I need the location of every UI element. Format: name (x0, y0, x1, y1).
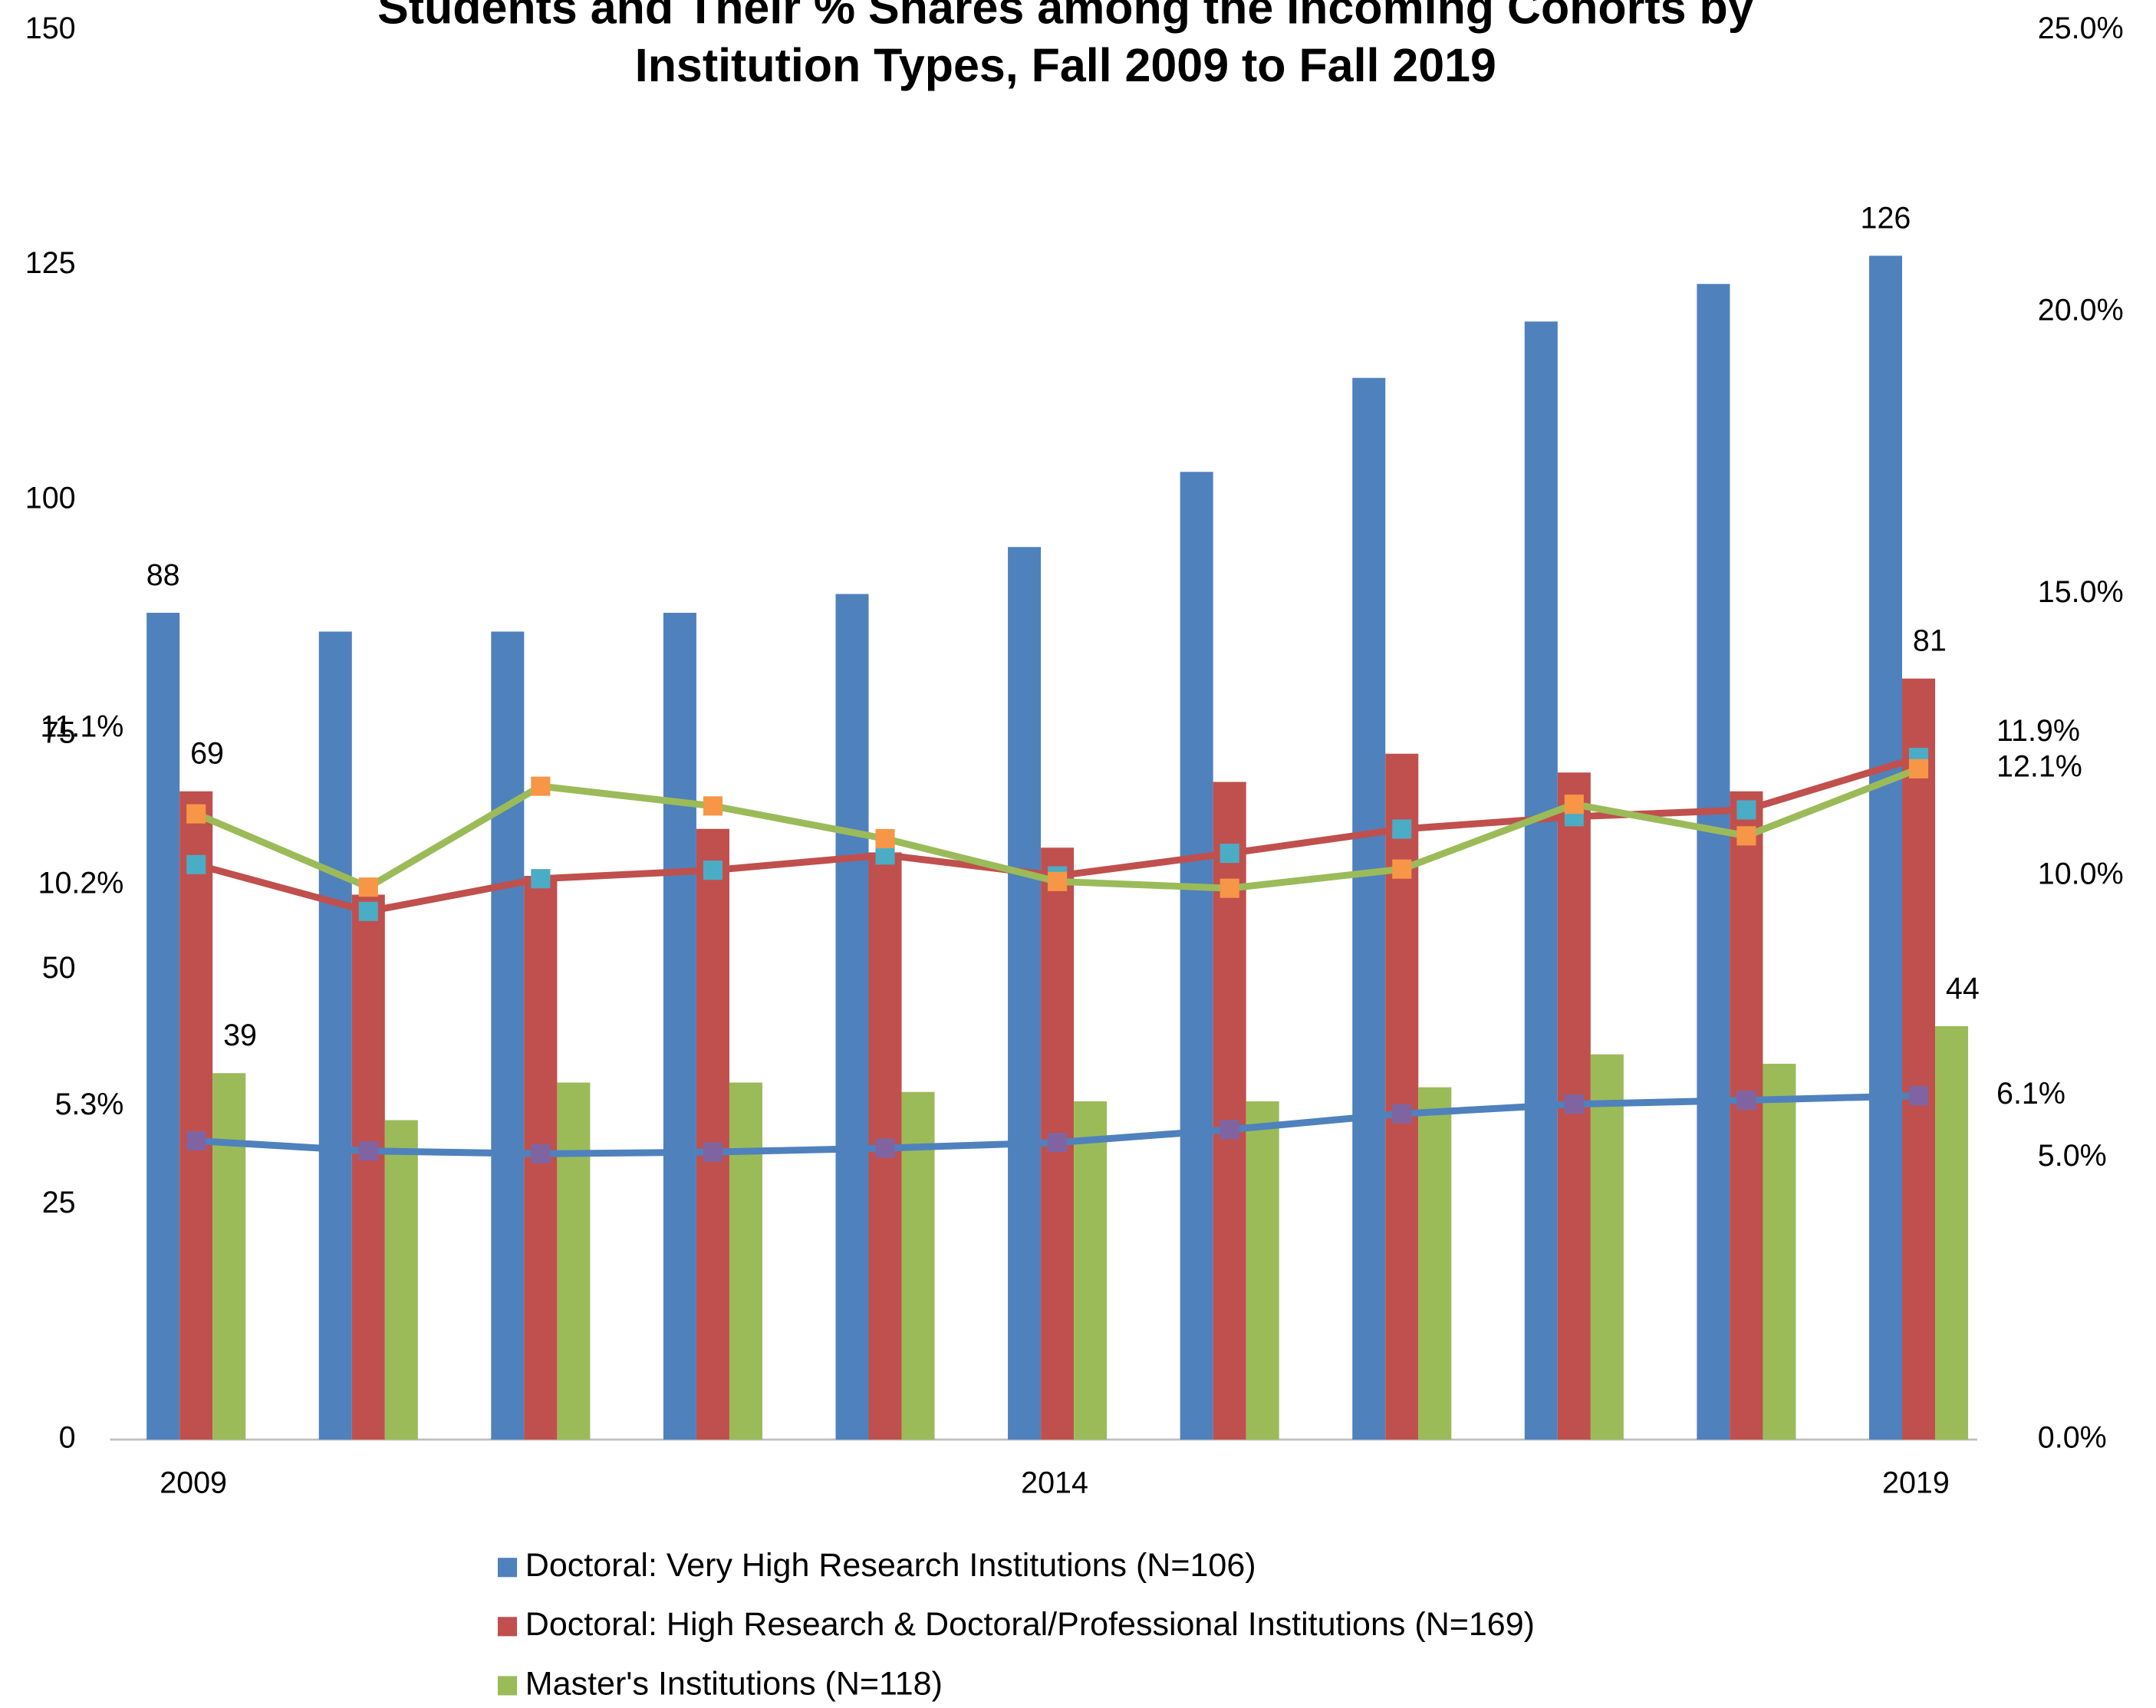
bar (1901, 678, 1936, 1440)
bar (146, 612, 180, 1440)
line-marker (531, 776, 551, 796)
line-marker (1392, 819, 1412, 839)
y-tick-label: 100 (25, 481, 76, 515)
bar (1352, 377, 1386, 1440)
line-marker (1736, 800, 1756, 820)
x-tick-label: 2019 (1882, 1466, 1950, 1500)
line-marker (1908, 1086, 1929, 1106)
legend-swatch (497, 1676, 518, 1696)
y2-tick-label: 10.0% (2038, 857, 2124, 890)
bar (1074, 1101, 1108, 1440)
line-marker (703, 861, 723, 880)
y-tick-label: 0 (59, 1420, 76, 1454)
data-label: 11.9% (1996, 714, 2080, 748)
line-marker (1392, 1104, 1412, 1124)
x-tick-label: 2014 (1021, 1466, 1088, 1500)
bar (384, 1120, 418, 1440)
bar (491, 631, 525, 1440)
line-marker (186, 854, 206, 874)
bar (1180, 472, 1213, 1440)
line-marker (1564, 1094, 1584, 1114)
bar (351, 894, 385, 1440)
y2-tick-label: 25.0% (2038, 12, 2124, 45)
bar (179, 791, 213, 1440)
bar (1590, 1054, 1624, 1440)
data-label: 10.2% (38, 867, 124, 900)
y-tick-label: 150 (25, 12, 76, 45)
x-tick-label: 2009 (160, 1466, 227, 1500)
bar (1008, 547, 1042, 1440)
line-marker (1048, 871, 1068, 891)
line-marker (531, 869, 551, 889)
y2-tick-label: 5.0% (2038, 1139, 2107, 1173)
bar (557, 1082, 591, 1440)
bar (1730, 791, 1763, 1440)
line-marker (1220, 844, 1239, 864)
data-label: 44 (1946, 972, 1980, 1005)
legend-swatch (497, 1617, 518, 1637)
bar (1763, 1064, 1796, 1440)
y-tick-label: 25 (42, 1186, 76, 1219)
y-tick-label: 125 (25, 246, 76, 280)
bar (1246, 1101, 1279, 1440)
data-label: 126 (1861, 201, 1911, 235)
line-marker (358, 1141, 378, 1161)
line-marker (1220, 1120, 1239, 1140)
line-marker (531, 1144, 551, 1163)
legend-label: Master's Institutions (N=118) (525, 1665, 943, 1702)
bar (1524, 321, 1558, 1440)
bar (1868, 255, 1902, 1440)
data-label: 69 (190, 737, 224, 771)
line-marker (875, 828, 895, 849)
data-label: 6.1% (1996, 1077, 2065, 1111)
data-label: 5.3% (54, 1088, 123, 1121)
data-label: 81 (1913, 624, 1947, 658)
bar (1697, 284, 1730, 1440)
chart-title: Students and Their % Shares among the In… (377, 0, 1754, 33)
bar (1935, 1026, 1969, 1440)
y-tick-label: 50 (42, 951, 76, 985)
line-marker (358, 901, 378, 921)
legend-label: Doctoral: High Research & Doctoral/Profe… (525, 1606, 1535, 1643)
line-marker (875, 845, 895, 865)
y-tick-label: 75 (42, 716, 76, 750)
data-label: 11.1% (40, 709, 123, 743)
bar (212, 1073, 246, 1440)
line-marker (1908, 759, 1929, 778)
y2-tick-label: 20.0% (2038, 293, 2124, 327)
bar (318, 631, 352, 1440)
bar (835, 594, 869, 1440)
line-marker (703, 1142, 723, 1162)
line-marker (1736, 826, 1756, 846)
bar (729, 1082, 762, 1440)
line-marker (186, 804, 206, 824)
data-label: 88 (146, 558, 180, 592)
line-marker (358, 877, 378, 897)
line-marker (1220, 878, 1239, 898)
bar (663, 612, 696, 1440)
line-marker (1736, 1090, 1756, 1111)
line-marker (875, 1138, 895, 1158)
legend-swatch (497, 1558, 518, 1578)
y2-tick-label: 15.0% (2038, 575, 2124, 609)
line-marker (703, 796, 723, 816)
data-label: 39 (223, 1019, 257, 1052)
bar (1418, 1087, 1452, 1440)
chart-title: Institution Types, Fall 2009 to Fall 201… (635, 39, 1496, 91)
y2-tick-label: 0.0% (2038, 1420, 2107, 1454)
line-marker (1392, 859, 1412, 879)
data-label: 12.1% (1996, 749, 2082, 783)
legend-label: Doctoral: Very High Research Institution… (525, 1547, 1256, 1584)
bar (1385, 753, 1419, 1440)
line-marker (186, 1130, 206, 1151)
line-marker (1048, 1133, 1068, 1153)
line-marker (1564, 795, 1584, 815)
bar (696, 828, 729, 1440)
